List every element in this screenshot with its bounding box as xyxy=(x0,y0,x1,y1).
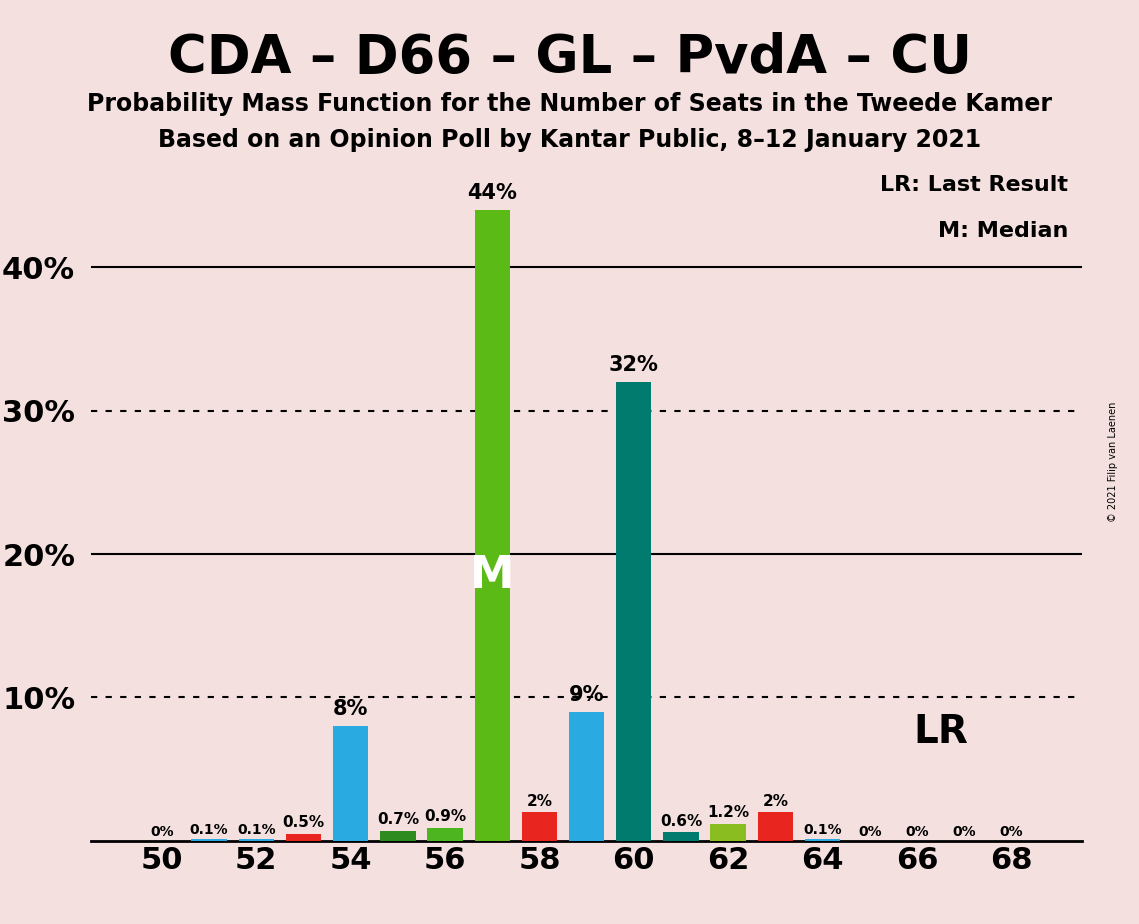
Bar xyxy=(238,839,274,841)
Text: 0%: 0% xyxy=(999,825,1023,839)
Bar xyxy=(191,839,227,841)
Bar xyxy=(805,839,841,841)
Text: 0.1%: 0.1% xyxy=(237,823,276,837)
Text: 0%: 0% xyxy=(952,825,976,839)
Text: 8%: 8% xyxy=(333,699,368,719)
Bar xyxy=(380,831,416,841)
Text: 0.9%: 0.9% xyxy=(424,809,466,824)
Text: LR: Last Result: LR: Last Result xyxy=(880,176,1068,195)
Text: 1.2%: 1.2% xyxy=(707,805,749,820)
Text: 0.7%: 0.7% xyxy=(377,812,419,827)
Text: © 2021 Filip van Laenen: © 2021 Filip van Laenen xyxy=(1108,402,1117,522)
Text: 0.5%: 0.5% xyxy=(282,815,325,830)
Bar xyxy=(522,812,557,841)
Bar xyxy=(286,833,321,841)
Bar xyxy=(427,828,462,841)
Text: Based on an Opinion Poll by Kantar Public, 8–12 January 2021: Based on an Opinion Poll by Kantar Publi… xyxy=(158,128,981,152)
Text: 2%: 2% xyxy=(526,794,552,808)
Bar xyxy=(475,210,510,841)
Text: CDA – D66 – GL – PvdA – CU: CDA – D66 – GL – PvdA – CU xyxy=(167,32,972,84)
Bar xyxy=(757,812,793,841)
Bar xyxy=(616,382,652,841)
Text: 44%: 44% xyxy=(467,183,517,202)
Bar xyxy=(568,711,605,841)
Text: Probability Mass Function for the Number of Seats in the Tweede Kamer: Probability Mass Function for the Number… xyxy=(87,92,1052,116)
Text: M: M xyxy=(470,554,515,597)
Text: 0.6%: 0.6% xyxy=(659,814,702,829)
Text: 0.1%: 0.1% xyxy=(803,823,842,837)
Text: LR: LR xyxy=(913,712,968,751)
Text: 0%: 0% xyxy=(858,825,882,839)
Text: 9%: 9% xyxy=(568,685,605,705)
Text: 0%: 0% xyxy=(906,825,928,839)
Text: 0.1%: 0.1% xyxy=(190,823,229,837)
Bar xyxy=(663,833,698,841)
Bar xyxy=(711,823,746,841)
Text: M: Median: M: Median xyxy=(937,222,1068,241)
Text: 0%: 0% xyxy=(150,825,174,839)
Text: 32%: 32% xyxy=(609,355,658,375)
Text: 2%: 2% xyxy=(762,794,788,808)
Bar xyxy=(333,726,368,841)
